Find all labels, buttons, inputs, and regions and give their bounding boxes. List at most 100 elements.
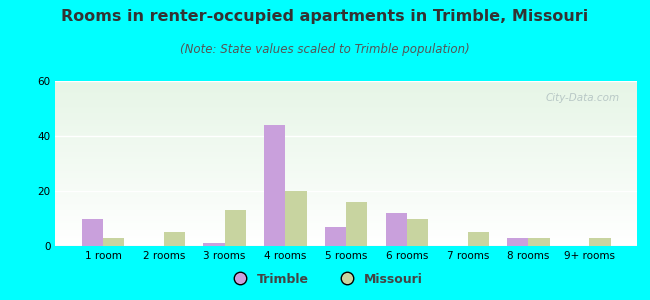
Bar [224, 210, 246, 246]
Bar [55, 174, 637, 175]
Bar [55, 188, 637, 189]
Bar [55, 234, 637, 235]
Bar [55, 170, 637, 171]
Bar [103, 238, 124, 246]
Bar [55, 230, 637, 231]
Bar [55, 126, 637, 127]
Bar [55, 178, 637, 179]
Bar [55, 164, 637, 165]
Bar [55, 180, 637, 181]
Bar [55, 121, 637, 122]
Bar [55, 159, 637, 160]
Bar [55, 157, 637, 158]
Bar [55, 181, 637, 182]
Bar [55, 109, 637, 110]
Bar [55, 81, 637, 82]
Bar [55, 118, 637, 119]
Bar [55, 236, 637, 237]
Bar [55, 136, 637, 137]
Bar [55, 119, 637, 120]
Bar [55, 198, 637, 199]
Bar [55, 214, 637, 215]
Bar [164, 232, 185, 246]
Bar [55, 106, 637, 107]
Bar [55, 187, 637, 188]
Bar [55, 205, 637, 206]
Bar [407, 218, 428, 246]
Bar [55, 160, 637, 161]
Bar [55, 131, 637, 132]
Bar [55, 213, 637, 214]
Legend: Trimble, Missouri: Trimble, Missouri [222, 268, 428, 291]
Bar [55, 151, 637, 152]
Bar [55, 163, 637, 164]
Bar [55, 113, 637, 114]
Bar [55, 142, 637, 143]
Bar [55, 197, 637, 198]
Bar [55, 202, 637, 203]
Bar [55, 224, 637, 225]
Bar [55, 102, 637, 103]
Bar [55, 184, 637, 185]
Bar [55, 173, 637, 174]
Bar [55, 227, 637, 228]
Bar [55, 112, 637, 113]
Bar [55, 208, 637, 209]
Bar [55, 117, 637, 118]
Bar [55, 192, 637, 193]
Bar [55, 85, 637, 86]
Bar [55, 86, 637, 87]
Bar [203, 243, 224, 246]
Bar [55, 183, 637, 184]
Bar [55, 182, 637, 183]
Bar [55, 216, 637, 217]
Bar [55, 209, 637, 210]
Bar [55, 150, 637, 151]
Bar [55, 167, 637, 168]
Bar [55, 172, 637, 173]
Bar [55, 207, 637, 208]
Bar [385, 213, 407, 246]
Bar [55, 82, 637, 83]
Bar [55, 177, 637, 178]
Bar [55, 238, 637, 239]
Bar [55, 115, 637, 116]
Bar [55, 211, 637, 212]
Bar [55, 240, 637, 241]
Bar [55, 238, 637, 239]
Bar [55, 158, 637, 159]
Bar [55, 122, 637, 123]
Bar [55, 196, 637, 197]
Bar [82, 218, 103, 246]
Bar [590, 238, 610, 246]
Bar [55, 141, 637, 142]
Bar [55, 83, 637, 84]
Bar [55, 94, 637, 95]
Bar [55, 189, 637, 190]
Bar [55, 186, 637, 187]
Bar [55, 165, 637, 166]
Bar [55, 98, 637, 99]
Bar [285, 191, 307, 246]
Bar [55, 171, 637, 172]
Bar [55, 138, 637, 139]
Bar [55, 100, 637, 101]
Bar [55, 191, 637, 192]
Bar [55, 128, 637, 129]
Bar [55, 129, 637, 130]
Bar [55, 137, 637, 138]
Bar [55, 87, 637, 88]
Bar [528, 238, 550, 246]
Bar [55, 203, 637, 204]
Bar [55, 140, 637, 141]
Bar [55, 145, 637, 146]
Bar [55, 193, 637, 194]
Bar [55, 199, 637, 200]
Bar [55, 212, 637, 213]
Bar [55, 153, 637, 154]
Bar [55, 97, 637, 98]
Bar [55, 226, 637, 227]
Bar [55, 154, 637, 155]
Bar [55, 95, 637, 96]
Bar [55, 146, 637, 147]
